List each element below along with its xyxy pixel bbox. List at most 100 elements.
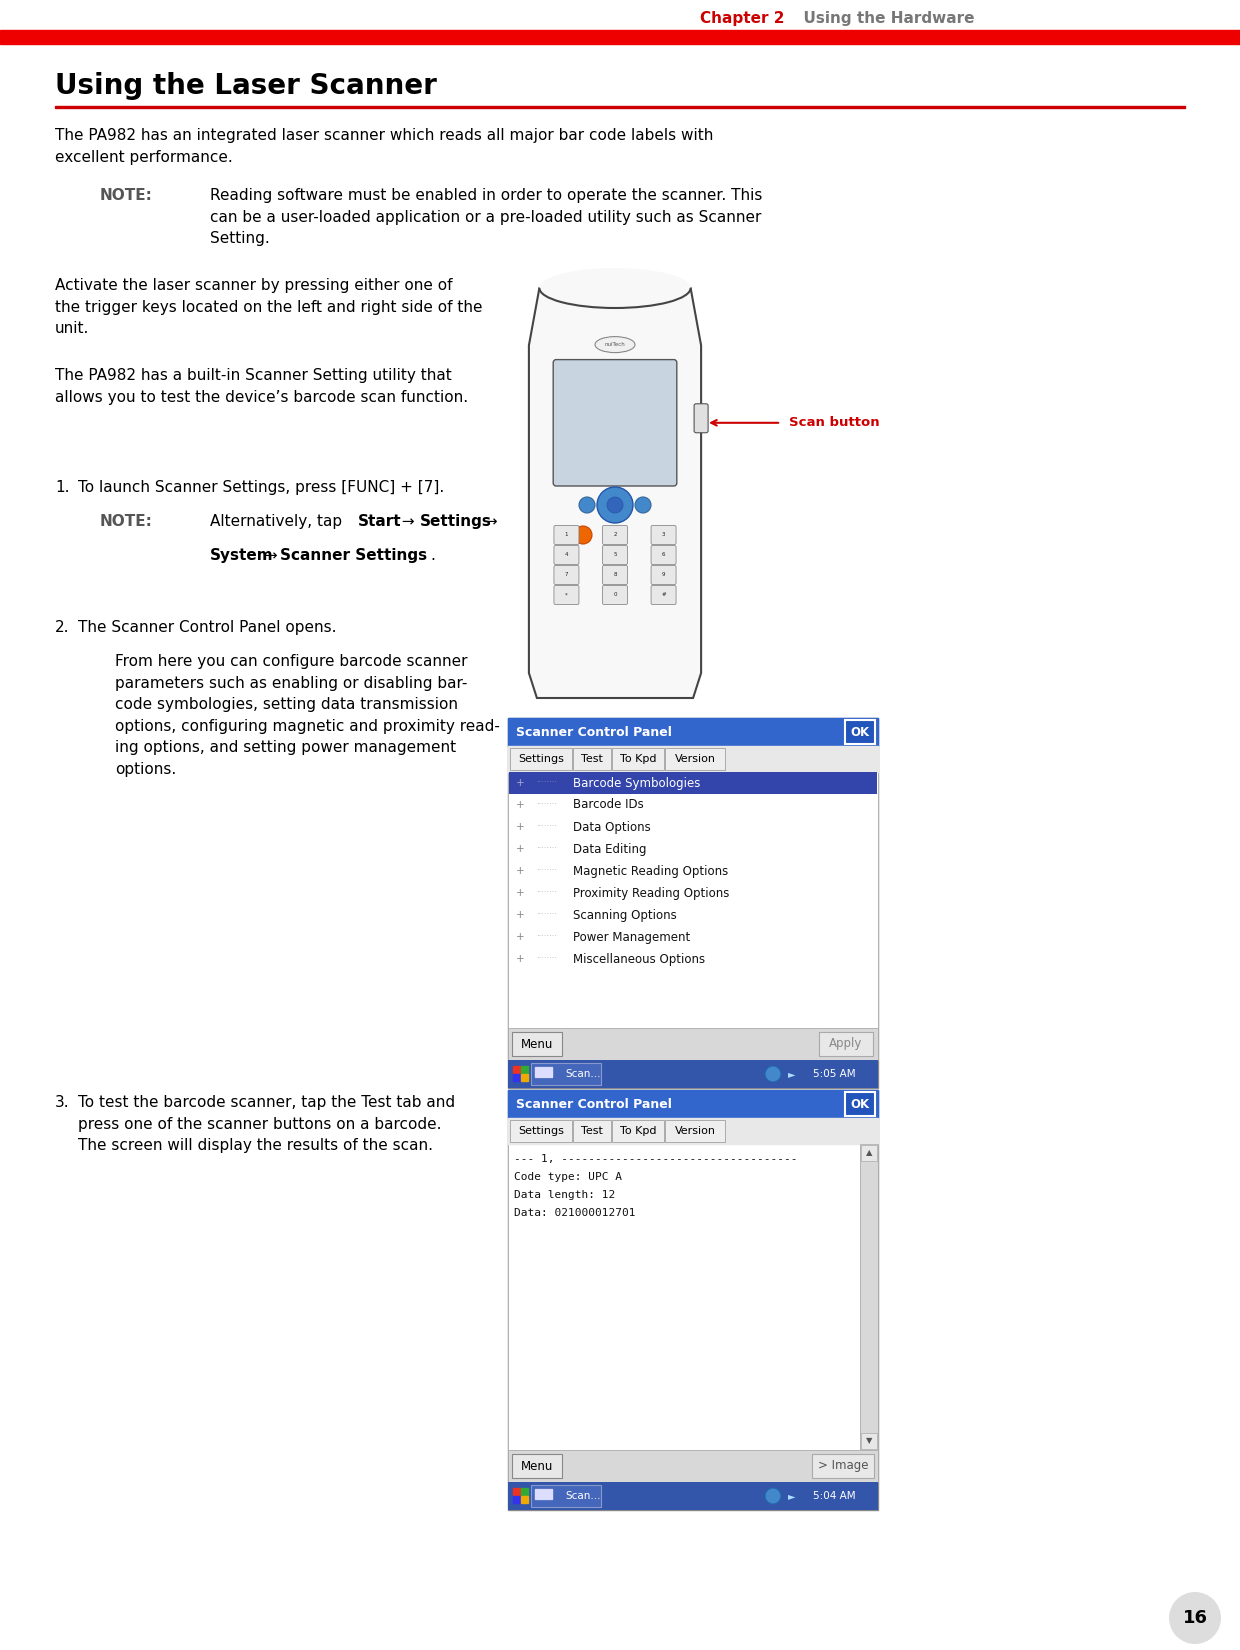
Bar <box>513 1497 520 1503</box>
Bar <box>551 1488 552 1498</box>
Bar <box>508 746 878 772</box>
Bar <box>544 1068 546 1077</box>
Text: 5: 5 <box>614 553 616 558</box>
Bar <box>508 794 877 817</box>
Text: ········: ········ <box>536 866 557 876</box>
FancyBboxPatch shape <box>844 719 875 744</box>
Bar <box>508 1450 878 1482</box>
Text: nuiTech: nuiTech <box>605 342 625 346</box>
Text: 4: 4 <box>564 553 568 558</box>
Text: Chapter 2: Chapter 2 <box>701 10 785 25</box>
Bar <box>513 1488 520 1495</box>
Text: Scanning Options: Scanning Options <box>573 909 677 921</box>
Text: Using the Laser Scanner: Using the Laser Scanner <box>55 73 436 101</box>
Text: The PA982 has a built-in Scanner Setting utility that
allows you to test the dev: The PA982 has a built-in Scanner Setting… <box>55 368 469 404</box>
Text: Data Options: Data Options <box>573 820 651 833</box>
Circle shape <box>579 497 595 513</box>
Text: 6: 6 <box>662 553 666 558</box>
Bar <box>508 860 877 883</box>
Text: +: + <box>516 800 525 810</box>
Text: Miscellaneous Options: Miscellaneous Options <box>573 952 706 965</box>
Circle shape <box>608 497 622 513</box>
FancyBboxPatch shape <box>553 360 677 487</box>
Text: Alternatively, tap: Alternatively, tap <box>210 515 347 530</box>
Bar <box>508 926 877 949</box>
Text: ········: ········ <box>536 954 557 964</box>
FancyBboxPatch shape <box>554 566 579 584</box>
Text: To test the barcode scanner, tap the Test tab and
press one of the scanner butto: To test the barcode scanner, tap the Tes… <box>78 1096 455 1153</box>
Text: Data: 021000012701: Data: 021000012701 <box>515 1208 635 1218</box>
Text: NOTE:: NOTE: <box>100 188 153 203</box>
FancyBboxPatch shape <box>603 566 627 584</box>
Bar <box>508 772 878 1028</box>
FancyBboxPatch shape <box>812 1454 874 1478</box>
Text: 7: 7 <box>564 573 568 578</box>
Bar <box>0 30 1240 45</box>
Text: 2: 2 <box>614 533 616 538</box>
FancyBboxPatch shape <box>603 546 627 564</box>
Text: Settings: Settings <box>420 515 492 530</box>
Text: Scan...: Scan... <box>565 1492 600 1502</box>
Bar <box>508 904 877 926</box>
Text: To Kpd: To Kpd <box>620 754 656 764</box>
Text: ▲: ▲ <box>866 1148 872 1158</box>
Text: OK: OK <box>851 726 869 739</box>
Text: →: → <box>397 515 419 530</box>
FancyBboxPatch shape <box>651 586 676 604</box>
Text: →: → <box>480 515 497 530</box>
Text: ········: ········ <box>536 800 557 810</box>
Text: Menu: Menu <box>521 1038 553 1051</box>
Bar <box>547 1488 548 1498</box>
Bar <box>541 1488 543 1498</box>
Bar <box>508 1091 878 1510</box>
Text: Settings: Settings <box>518 754 564 764</box>
Text: .: . <box>430 548 435 563</box>
Circle shape <box>765 1066 781 1082</box>
Ellipse shape <box>539 267 691 309</box>
Text: Barcode Symbologies: Barcode Symbologies <box>573 777 701 789</box>
FancyBboxPatch shape <box>531 1063 601 1086</box>
Text: 5:04 AM: 5:04 AM <box>813 1492 856 1502</box>
Text: →: → <box>260 548 283 563</box>
Text: +: + <box>516 932 525 942</box>
FancyBboxPatch shape <box>512 1454 562 1478</box>
Text: ········: ········ <box>536 845 557 853</box>
Bar <box>538 1068 539 1077</box>
Text: Scan...: Scan... <box>565 1069 600 1079</box>
Bar <box>508 718 878 746</box>
Text: The PA982 has an integrated laser scanner which reads all major bar code labels : The PA982 has an integrated laser scanne… <box>55 129 713 165</box>
Text: 1: 1 <box>564 533 568 538</box>
Text: +: + <box>516 845 525 855</box>
Text: Test: Test <box>582 754 603 764</box>
Text: 5:05 AM: 5:05 AM <box>813 1069 856 1079</box>
Text: 0: 0 <box>614 592 616 597</box>
FancyBboxPatch shape <box>818 1031 873 1056</box>
Circle shape <box>1169 1592 1221 1643</box>
Circle shape <box>635 497 651 513</box>
Text: The Scanner Control Panel opens.: The Scanner Control Panel opens. <box>78 620 336 635</box>
FancyBboxPatch shape <box>512 1031 562 1056</box>
Text: From here you can configure barcode scanner
parameters such as enabling or disab: From here you can configure barcode scan… <box>115 653 500 777</box>
Text: ········: ········ <box>536 779 557 787</box>
Text: NOTE:: NOTE: <box>100 515 153 530</box>
Circle shape <box>574 526 591 544</box>
FancyBboxPatch shape <box>554 525 579 545</box>
Text: ········: ········ <box>536 888 557 898</box>
Text: +: + <box>516 866 525 876</box>
Bar <box>508 817 877 838</box>
Text: ········: ········ <box>536 911 557 919</box>
Text: Code type: UPC A: Code type: UPC A <box>515 1172 622 1181</box>
FancyBboxPatch shape <box>665 1120 725 1142</box>
FancyBboxPatch shape <box>613 747 663 771</box>
Text: Reading software must be enabled in order to operate the scanner. This
can be a : Reading software must be enabled in orde… <box>210 188 763 246</box>
FancyBboxPatch shape <box>510 1120 572 1142</box>
Bar <box>534 1488 537 1498</box>
Text: +: + <box>516 888 525 898</box>
Text: Magnetic Reading Options: Magnetic Reading Options <box>573 865 728 878</box>
Text: Scanner Settings: Scanner Settings <box>280 548 427 563</box>
Bar <box>508 838 877 860</box>
Bar <box>861 1432 877 1449</box>
Text: To Kpd: To Kpd <box>620 1125 656 1135</box>
Text: Test: Test <box>582 1125 603 1135</box>
FancyBboxPatch shape <box>651 566 676 584</box>
